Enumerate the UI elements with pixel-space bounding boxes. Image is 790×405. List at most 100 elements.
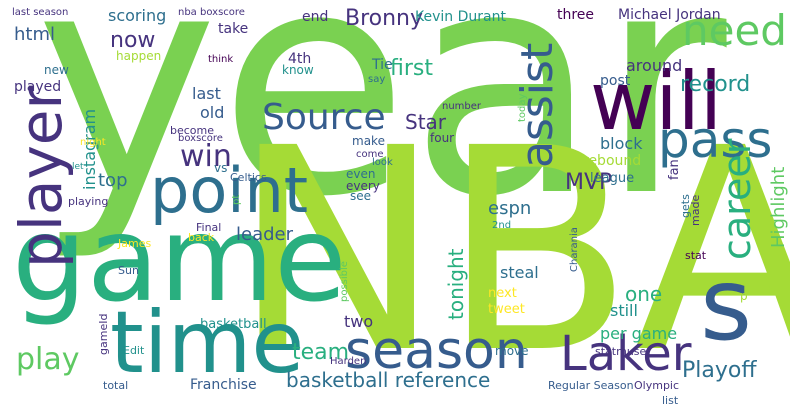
word-gets: gets xyxy=(679,194,692,218)
word-win: win xyxy=(180,139,232,174)
word-tie: Tie xyxy=(372,57,393,73)
word-charania: Charania xyxy=(569,227,580,272)
word-happen: happen xyxy=(116,49,162,63)
word-html: html xyxy=(14,24,56,45)
word-next: next xyxy=(488,286,517,301)
word-source: Source xyxy=(262,97,386,138)
word-nba-boxscore: nba boxscore xyxy=(178,7,245,18)
word-top: top xyxy=(98,170,128,191)
word-two: two xyxy=(344,312,374,331)
word-play: play xyxy=(16,342,80,377)
word-year: year xyxy=(35,0,727,265)
word-around: around xyxy=(626,56,683,75)
word-james: James xyxy=(118,237,152,250)
word-olympic: Olympic xyxy=(634,379,680,392)
word-playoff: Playoff xyxy=(682,358,757,383)
word-take: take xyxy=(218,21,249,37)
word-laker: Laker xyxy=(560,326,692,382)
word-scoring: scoring xyxy=(108,6,167,25)
word-player: player xyxy=(7,85,75,268)
word-stat: stat xyxy=(685,249,707,262)
word-basketball: basketball xyxy=(200,317,267,332)
word-edit: Edit xyxy=(123,344,145,357)
word-last-season: last season xyxy=(12,7,69,18)
word-old: old xyxy=(200,103,225,122)
word-franchise: Franchise xyxy=(190,377,257,393)
word-today: today xyxy=(517,93,528,122)
word-regular-season: Regular Season xyxy=(548,379,634,392)
word-league: league xyxy=(590,171,635,186)
word-t: t xyxy=(768,284,773,298)
word-look: look xyxy=(372,157,393,168)
word-say: say xyxy=(368,74,386,85)
word-season: season xyxy=(345,321,528,381)
word-come: come xyxy=(356,149,384,160)
word-now: now xyxy=(110,28,156,53)
word-every: every xyxy=(346,179,380,193)
word-tonight: tonight xyxy=(444,248,468,320)
word-p: p xyxy=(740,289,748,303)
word-boxscore: boxscore xyxy=(178,133,223,144)
word-mvp: MVP xyxy=(565,170,613,195)
word-make: make xyxy=(352,134,385,148)
word-night: night xyxy=(80,137,106,148)
word-bronny: Bronny xyxy=(345,6,424,31)
word-number: number xyxy=(442,101,482,112)
word-final: Final xyxy=(196,221,222,234)
word-still: still xyxy=(610,301,638,320)
word-highlight: Highlight xyxy=(768,166,789,248)
word-playing: playing xyxy=(68,195,109,208)
word-harden: Harden xyxy=(330,356,367,367)
word-pass: pass xyxy=(658,111,773,169)
word-basketball-reference: basketball reference xyxy=(286,368,491,392)
word-new: new xyxy=(44,63,69,77)
word-see: see xyxy=(350,189,372,203)
word-think: think xyxy=(208,54,234,65)
word-time: time xyxy=(110,293,305,393)
word-let: let xyxy=(72,162,84,172)
word-will: will xyxy=(590,55,723,148)
word-list: list xyxy=(662,394,679,405)
word-leader: leader xyxy=(236,224,294,245)
word-career: career xyxy=(715,138,759,260)
word-team: team xyxy=(292,340,350,365)
word-know: know xyxy=(282,63,314,77)
word-three: three xyxy=(557,7,595,23)
word-fan: fan xyxy=(667,159,682,180)
word-vs: vs xyxy=(214,161,228,175)
word-become: become xyxy=(170,124,215,137)
word-need: need xyxy=(682,6,787,55)
word-first: first xyxy=(390,56,433,81)
word-move: move xyxy=(495,344,529,358)
word-four: four xyxy=(430,131,455,145)
word-instagram: instagram xyxy=(80,108,99,190)
word-per-game: per game xyxy=(600,324,678,343)
word-pt: pt xyxy=(231,194,242,205)
word-point: point xyxy=(150,154,309,227)
word-2nd: 2nd xyxy=(492,220,512,231)
word-rebound: rebound xyxy=(583,153,642,169)
word-4th: 4th xyxy=(288,51,312,67)
word-game: game xyxy=(12,190,347,328)
word-played: played xyxy=(14,79,62,95)
word-even: even xyxy=(346,167,376,181)
word-steal: steal xyxy=(500,263,539,282)
word-one: one xyxy=(625,282,663,306)
word-nba: NBA xyxy=(232,89,790,405)
word-record: record xyxy=(680,72,751,97)
word-last: last xyxy=(192,84,221,103)
word-kevin-durant: Kevin Durant xyxy=(415,9,506,25)
word-total: total xyxy=(103,379,129,392)
word-star: Star xyxy=(405,110,447,134)
word-s: s xyxy=(700,246,753,363)
word-sun: Sun xyxy=(118,264,139,277)
word-espn: espn xyxy=(488,198,532,219)
word-back: back xyxy=(188,231,215,244)
word-post: post xyxy=(600,73,631,89)
word-statmuse: statmuse xyxy=(595,345,647,358)
word-tweet: tweet xyxy=(488,302,525,317)
word-celtics: Celtics xyxy=(230,171,267,184)
word-gameid: gameId xyxy=(97,313,110,355)
word-michael-jordan: Michael Jordan xyxy=(618,7,721,23)
